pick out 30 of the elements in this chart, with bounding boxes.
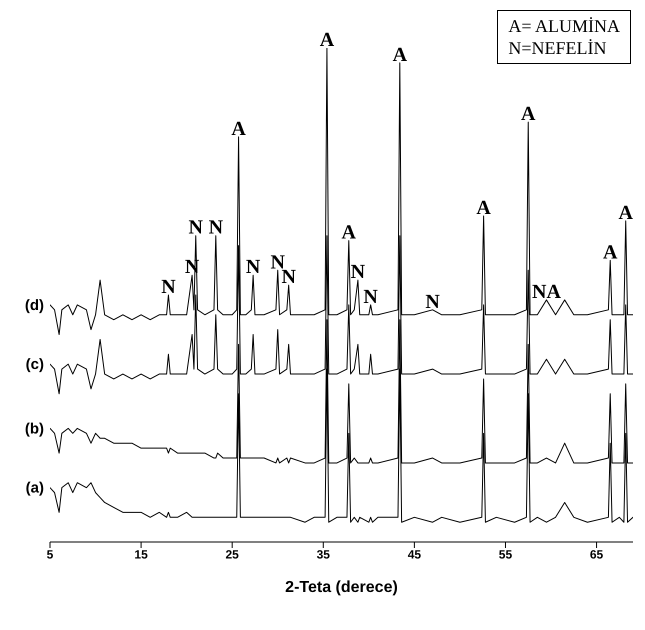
annotation: A <box>521 103 536 126</box>
annotation: N <box>188 216 204 239</box>
annotation: A <box>320 29 335 51</box>
annotation: A <box>342 222 357 244</box>
series-label: (d) <box>24 296 44 314</box>
x-tick-label: 35 <box>316 548 330 562</box>
series-label: (c) <box>26 356 44 374</box>
x-tick-label: 25 <box>226 548 240 562</box>
series-label: (b) <box>24 420 44 438</box>
annotation: A <box>392 44 408 66</box>
annotation: A <box>231 118 246 140</box>
text: A= ALUMİNA <box>508 15 620 37</box>
annotation: N <box>425 290 440 313</box>
x-tick-label: 65 <box>590 548 604 562</box>
x-tick-label: 55 <box>498 548 512 562</box>
annotation: N=NEFELİN <box>508 37 608 59</box>
annotation: N <box>161 276 176 298</box>
annotation: A <box>603 241 618 264</box>
x-tick-label: 45 <box>408 548 422 562</box>
annotation: A <box>476 196 492 219</box>
annotation: N <box>350 261 366 284</box>
series-label: (a) <box>26 480 44 497</box>
annotation: NA <box>532 280 562 303</box>
annotation: A <box>618 202 634 224</box>
annotation: N <box>246 256 261 278</box>
annotation: N <box>363 286 378 308</box>
annotation: N <box>208 216 224 239</box>
x-tick-label: 15 <box>134 548 148 562</box>
x-axis-title: 2-Teta (derece) <box>285 579 398 596</box>
x-tick-label: 5 <box>46 548 54 562</box>
